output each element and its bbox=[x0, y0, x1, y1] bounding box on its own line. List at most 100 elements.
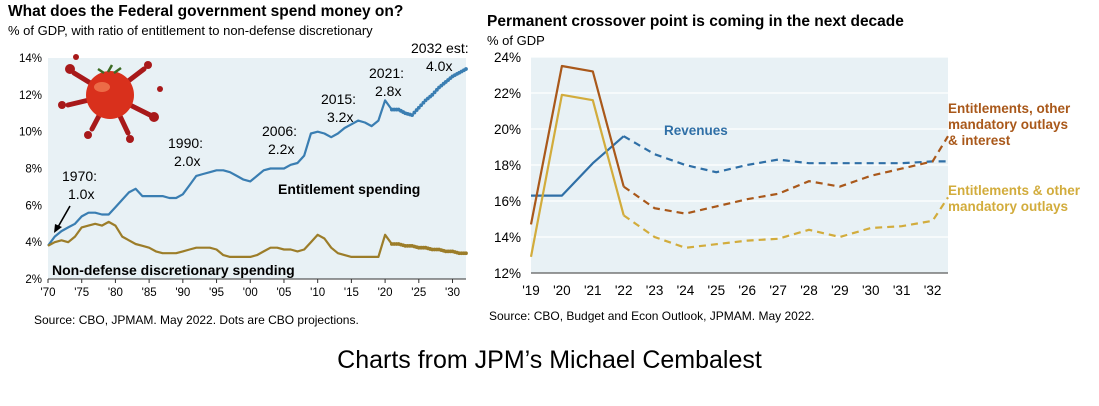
nondefense-projection-dots bbox=[389, 242, 468, 256]
left-x-tick-label: '90 bbox=[175, 287, 190, 299]
entitlements-other-projection-line bbox=[623, 196, 949, 249]
left-x-tick-label: '15 bbox=[344, 287, 359, 299]
left-x-tick-label: '95 bbox=[209, 287, 224, 299]
entitlement-projection-dot bbox=[430, 92, 435, 97]
left-x-tick-label: '10 bbox=[310, 287, 325, 299]
left-x-tick-label: '20 bbox=[378, 287, 393, 299]
left-chart-subtitle: % of GDP, with ratio of entitlement to n… bbox=[8, 23, 373, 38]
left-x-tick-label: '25 bbox=[411, 287, 426, 299]
ratio-annotation: 1970: bbox=[62, 168, 97, 184]
right-x-tick-label: '19 bbox=[522, 283, 540, 298]
left-y-tick-label: 4% bbox=[25, 237, 42, 249]
right-x-tick-label: '21 bbox=[584, 283, 602, 298]
nondefense-series-label: Non-defense discretionary spending bbox=[52, 262, 295, 278]
label-line: mandatory outlays bbox=[948, 199, 1068, 214]
right-x-tick-label: '26 bbox=[738, 283, 756, 298]
ratio-annotation: 2015: bbox=[321, 91, 356, 107]
right-x-tick-label: '23 bbox=[646, 283, 664, 298]
right-y-tick-label: 20% bbox=[494, 122, 521, 137]
entitlement-projection-dot bbox=[464, 67, 468, 71]
right-x-tick-label: '30 bbox=[862, 283, 880, 298]
entitlement-projection-dots bbox=[389, 67, 468, 117]
left-x-tick-label: '75 bbox=[74, 287, 89, 299]
tomato-body bbox=[86, 71, 134, 119]
left-x-tick-label: '05 bbox=[276, 287, 291, 299]
right-y-tick-label: 24% bbox=[494, 50, 521, 65]
entitlements-other-series-label: Entitlements & other mandatory outlays bbox=[948, 183, 1081, 214]
label-line: & interest bbox=[948, 133, 1011, 148]
left-x-tick-label: '85 bbox=[142, 287, 157, 299]
ratio-annotation: 1.0x bbox=[68, 186, 94, 202]
ratio-annotation: 2006: bbox=[262, 123, 297, 139]
ratio-annotation: 2021: bbox=[369, 65, 404, 81]
ratio-annotation: 1990: bbox=[168, 135, 203, 151]
entitlement-projection-dot bbox=[410, 113, 414, 117]
entitlement-series-label: Entitlement spending bbox=[278, 181, 420, 197]
entitlements-interest-series-label: Entitlements, other mandatory outlays & in… bbox=[948, 101, 1071, 148]
ratio-annotation: 2032 est: bbox=[411, 40, 469, 56]
label-line: Entitlements, other bbox=[948, 101, 1071, 116]
entitlement-projection-dot bbox=[432, 90, 437, 95]
left-chart-source: Source: CBO, JPMAM. May 2022. Dots are C… bbox=[34, 313, 359, 327]
right-y-tick-label: 12% bbox=[494, 266, 521, 281]
entitlement-projection-dot bbox=[412, 110, 417, 115]
splattered-tomato-icon bbox=[58, 54, 163, 143]
entitlements-interest-projection-line bbox=[623, 135, 949, 215]
tomato-stem bbox=[97, 64, 122, 75]
right-x-tick-label: '27 bbox=[769, 283, 787, 298]
nondefense-projection-dot bbox=[464, 251, 468, 256]
nondefense-spending-line bbox=[47, 220, 393, 258]
right-x-tick-label: '28 bbox=[800, 283, 818, 298]
revenues-projection-line bbox=[623, 135, 948, 174]
left-chart-title: What does the Federal government spend m… bbox=[8, 3, 404, 20]
splatter-drop bbox=[58, 101, 66, 109]
right-x-tick-label: '25 bbox=[708, 283, 726, 298]
right-x-tick-label: '20 bbox=[553, 283, 571, 298]
right-y-tick-label: 14% bbox=[494, 230, 521, 245]
right-y-tick-label: 16% bbox=[494, 194, 521, 209]
right-x-tick-label: '32 bbox=[924, 283, 942, 298]
left-x-tick-label: '80 bbox=[108, 287, 123, 299]
ratio-annotation: 3.2x bbox=[327, 109, 353, 125]
ratio-annotation: 2.8x bbox=[375, 83, 401, 99]
right-y-tick-label: 18% bbox=[494, 158, 521, 173]
splatter-drop bbox=[157, 86, 163, 92]
ratio-annotation: 4.0x bbox=[426, 58, 452, 74]
entitlement-projection-dot bbox=[419, 103, 423, 108]
left-x-tick-label: '00 bbox=[243, 287, 258, 299]
left-x-tick-label: '30 bbox=[445, 287, 460, 299]
right-chart-title: Permanent crossover point is coming in t… bbox=[487, 13, 904, 30]
label-line: mandatory outlays bbox=[948, 117, 1068, 132]
splatter-drop bbox=[126, 135, 134, 143]
tomato-highlight bbox=[94, 82, 110, 92]
right-x-tick-label: '29 bbox=[831, 283, 849, 298]
left-y-tick-label: 2% bbox=[25, 274, 42, 286]
ratio-annotation: 2.0x bbox=[174, 153, 200, 169]
right-x-tick-label: '22 bbox=[615, 283, 633, 298]
ratio-annotation: 2.2x bbox=[268, 141, 294, 157]
splatter-drop bbox=[73, 54, 79, 60]
left-y-tick-label: 10% bbox=[19, 127, 42, 139]
label-line: Entitlements & other bbox=[948, 183, 1081, 198]
entitlements-other-line bbox=[529, 93, 625, 258]
revenues-line bbox=[531, 135, 625, 197]
right-x-tick-label: '24 bbox=[677, 283, 695, 298]
entitlement-spending-line bbox=[47, 99, 393, 247]
left-y-tick-label: 14% bbox=[19, 53, 42, 65]
revenues-series-label: Revenues bbox=[664, 123, 728, 138]
entitlements-interest-line bbox=[529, 64, 625, 225]
right-chart-source: Source: CBO, Budget and Econ Outlook, JP… bbox=[489, 309, 815, 323]
annotation-arrow-head bbox=[54, 224, 62, 233]
left-x-tick-label: '70 bbox=[41, 287, 56, 299]
left-y-tick-label: 6% bbox=[25, 200, 42, 212]
right-y-tick-label: 22% bbox=[494, 86, 521, 101]
annotation-arrow bbox=[57, 205, 71, 228]
right-x-tick-label: '31 bbox=[893, 283, 911, 298]
right-chart-subtitle: % of GDP bbox=[487, 33, 545, 48]
figure-caption: Charts from JPM’s Michael Cembalest bbox=[337, 346, 762, 374]
splatter-drop bbox=[84, 131, 92, 139]
left-y-tick-label: 12% bbox=[19, 90, 42, 102]
left-y-tick-label: 8% bbox=[25, 164, 42, 176]
entitlement-projection-dot bbox=[416, 105, 421, 110]
